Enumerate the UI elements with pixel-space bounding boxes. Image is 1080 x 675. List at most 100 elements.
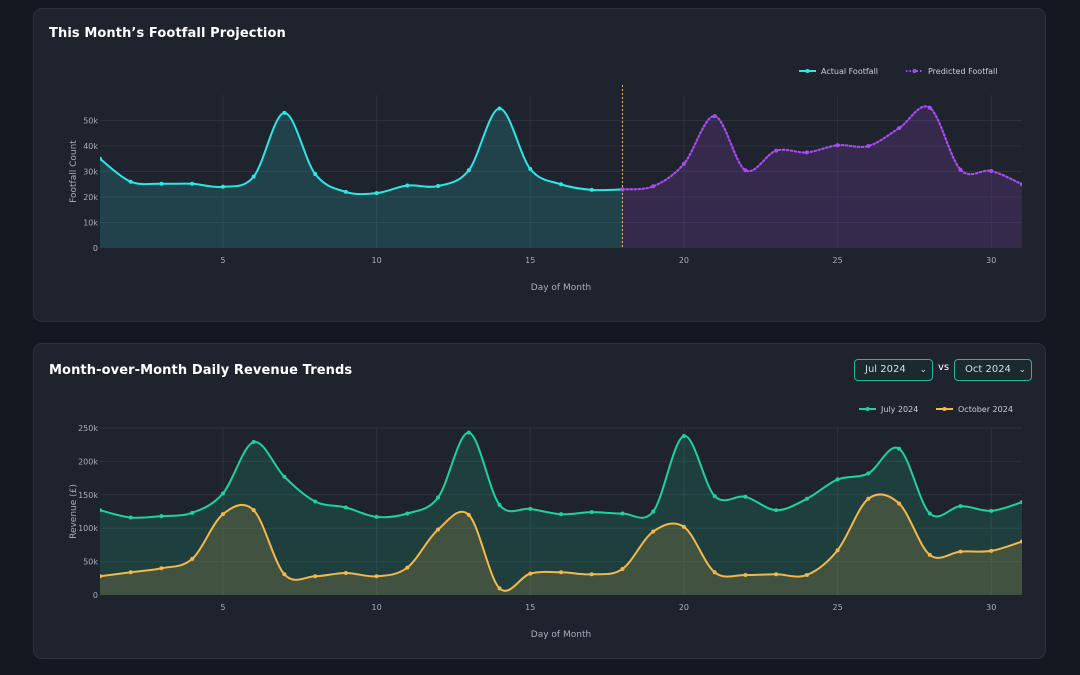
footfall-legend-label-1: Predicted Footfall	[928, 67, 998, 76]
revenue-series-0-point	[589, 510, 594, 515]
footfall-series-0-area	[100, 108, 623, 248]
revenue-series-1-point	[159, 566, 164, 571]
revenue-series-0-point	[927, 511, 932, 516]
footfall-legend-marker-0	[805, 69, 810, 73]
revenue-series-0-point	[620, 511, 625, 516]
footfall-card: This Month’s Footfall Projection 5 10 15 20…	[33, 8, 1046, 322]
month-select-right[interactable]: Oct 2024 ⌄	[954, 359, 1032, 381]
revenue-series-0-point	[866, 471, 871, 476]
revenue-series-1-point	[100, 574, 102, 579]
month-select-right-value: Oct 2024	[965, 364, 1011, 375]
footfall-series-0-point	[374, 191, 379, 196]
revenue-series-0-area	[100, 432, 1022, 595]
footfall-x-axis-label: Day of Month	[531, 283, 591, 293]
revenue-legend-marker-1	[942, 407, 947, 411]
revenue-x-tick-label: 10	[372, 603, 382, 612]
footfall-y-tick-label: 10k	[83, 219, 98, 228]
revenue-series-1-point	[743, 572, 748, 577]
revenue-series-0-point	[313, 499, 318, 504]
revenue-series-1-point	[559, 570, 563, 575]
vs-label: vs	[938, 362, 950, 373]
revenue-series-1-point	[466, 512, 471, 517]
footfall-x-tick-label: 5	[220, 256, 225, 265]
revenue-x-tick-label: 25	[833, 603, 843, 612]
footfall-series-1-point	[620, 187, 625, 192]
revenue-series-0-point	[989, 508, 994, 513]
revenue-series-1-point	[589, 572, 594, 577]
revenue-series-1-point	[1020, 539, 1022, 544]
revenue-series-0-point	[374, 514, 379, 519]
revenue-y-axis-label: Revenue (£)	[69, 484, 79, 539]
revenue-series-0-point	[804, 496, 809, 501]
revenue-y-tick-label: 150k	[78, 491, 98, 500]
footfall-series-0-point	[100, 156, 102, 161]
footfall-plot-area	[100, 85, 1022, 248]
revenue-chart[interactable]: 5 10 15 20 25 30 0 50k 100k 150k 200k 250k Day of Mo…	[34, 344, 1047, 660]
footfall-series-0-point	[405, 183, 410, 188]
footfall-series-0-point	[589, 187, 594, 192]
revenue-series-0-point	[497, 502, 502, 507]
revenue-series-0-point	[651, 509, 656, 514]
footfall-series-0-point	[220, 184, 225, 189]
footfall-series-1-point	[804, 150, 809, 155]
revenue-series-1-point	[804, 572, 809, 577]
footfall-x-tick-label: 10	[372, 256, 382, 265]
revenue-series-1-point	[313, 574, 318, 579]
revenue-series-0-point	[251, 440, 256, 445]
footfall-legend-label-0: Actual Footfall	[821, 67, 878, 76]
revenue-series-1-point	[651, 529, 656, 534]
revenue-series-0-point	[405, 511, 410, 516]
revenue-card: Month-over-Month Daily Revenue Trends Ju…	[33, 343, 1046, 659]
footfall-x-tick-label: 15	[525, 256, 535, 265]
revenue-series-1-point	[128, 570, 133, 575]
footfall-legend-marker-1	[912, 69, 917, 73]
footfall-series-1-point	[681, 161, 686, 166]
revenue-series-1-point	[681, 524, 686, 529]
chevron-down-icon: ⌄	[919, 365, 927, 375]
footfall-series-0-point	[159, 181, 164, 186]
revenue-legend-label-1: October 2024	[958, 405, 1013, 414]
revenue-legend-marker-0	[865, 407, 870, 411]
revenue-series-0-point	[774, 508, 779, 513]
footfall-chart[interactable]: 5 10 15 20 25 30 0 10k 20k 30k 40k 50k Day of Month F…	[34, 9, 1047, 323]
revenue-y-tick-label: 250k	[78, 424, 98, 433]
revenue-series-0-point	[100, 508, 102, 513]
revenue-y-tick-label: 0	[93, 591, 98, 600]
footfall-series-0-point	[466, 168, 471, 173]
month-select-left[interactable]: Jul 2024 ⌄	[854, 359, 933, 381]
revenue-series-0-point	[282, 474, 287, 479]
revenue-x-tick-label: 15	[525, 603, 535, 612]
revenue-series-0-point	[343, 505, 348, 510]
month-select-left-value: Jul 2024	[865, 364, 906, 375]
revenue-series-0-point	[897, 446, 902, 451]
footfall-series-0-point	[251, 174, 256, 179]
revenue-series-1-point	[958, 549, 963, 554]
footfall-y-tick-label: 50k	[83, 117, 98, 126]
revenue-plot-area	[100, 430, 1022, 595]
revenue-series-1-point	[282, 572, 287, 577]
revenue-series-1-point	[712, 570, 717, 575]
footfall-series-0-point	[313, 172, 318, 177]
revenue-y-tick-label: 100k	[78, 524, 98, 533]
revenue-series-0-point	[190, 510, 195, 515]
revenue-series-0-point	[1020, 500, 1022, 505]
footfall-x-tick-label: 30	[986, 256, 996, 265]
revenue-series-0-point	[681, 434, 686, 439]
revenue-series-1-point	[436, 527, 441, 532]
footfall-series-1-point	[774, 148, 779, 153]
footfall-series-1-point	[835, 143, 840, 148]
revenue-x-tick-label: 30	[986, 603, 996, 612]
revenue-series-0-point	[712, 494, 717, 499]
footfall-x-tick-label: 20	[679, 256, 689, 265]
revenue-series-1-point	[989, 548, 994, 553]
footfall-series-1-point	[1020, 182, 1022, 187]
revenue-y-tick-label: 50k	[83, 558, 98, 567]
revenue-series-0-point	[835, 477, 840, 482]
footfall-series-1-point	[958, 167, 963, 172]
revenue-series-0-point	[528, 506, 533, 511]
footfall-series-1-area	[622, 106, 1022, 248]
footfall-y-axis-label: Footfall Count	[69, 140, 79, 203]
revenue-series-1-point	[528, 571, 533, 576]
revenue-series-1-point	[497, 586, 502, 591]
footfall-series-1-point	[866, 144, 871, 148]
